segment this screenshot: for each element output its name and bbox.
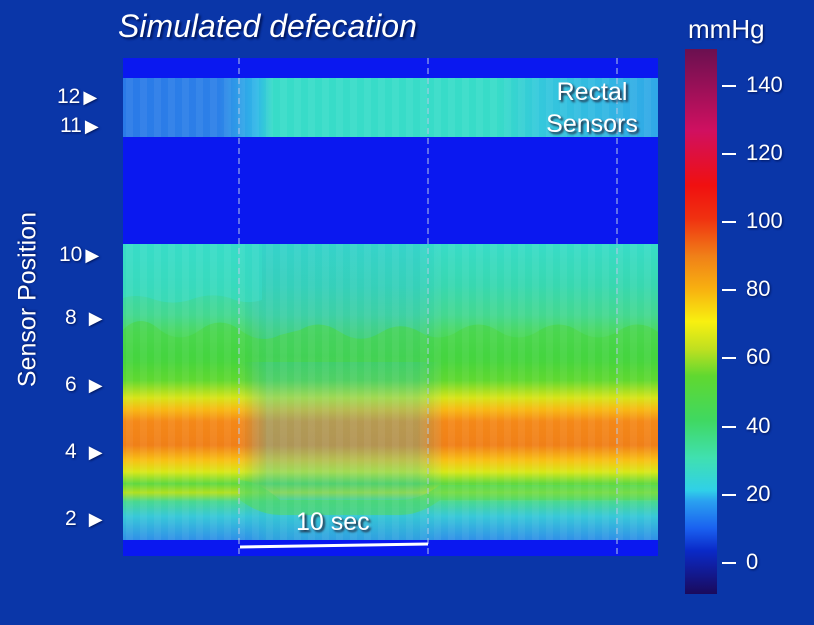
scale-bar-label: 10 sec — [296, 508, 370, 536]
colorbar-tick-label: 140 — [746, 72, 783, 97]
tick-dash — [722, 494, 736, 497]
tick-dash — [722, 562, 736, 565]
pointer-arrow-icon: ▶ — [85, 245, 100, 265]
sensor-tick-4-label: 4 — [65, 440, 77, 463]
scale-bar — [239, 542, 429, 549]
rectal-line-1: Rectal — [556, 78, 628, 106]
sensor-tick-6-label: 6 — [65, 373, 77, 396]
sensor-tick-6: 6 ▶ — [65, 373, 103, 397]
colorbar-tick-label: 40 — [746, 413, 771, 438]
pointer-arrow-icon: ▶ — [88, 375, 103, 395]
sensor-tick-12-label: 12 — [57, 85, 81, 108]
anal-band-texture — [123, 244, 658, 540]
rectal-band-texture — [123, 78, 658, 137]
rectal-line-2: Sensors — [546, 110, 638, 138]
sensor-tick-8: 8 ▶ — [65, 306, 103, 330]
pointer-arrow-icon: ▶ — [83, 87, 98, 107]
colorbar-tick-label: 80 — [746, 276, 771, 301]
colorbar-tick-label: 100 — [746, 208, 783, 233]
colorbar-tick-80: 80 — [722, 276, 770, 302]
sensor-tick-10: 10 ▶ — [59, 243, 99, 267]
tick-dash — [722, 221, 736, 224]
tick-dash — [722, 85, 736, 88]
colorbar-tick-40: 40 — [722, 413, 770, 439]
tick-dash — [722, 357, 736, 360]
pointer-arrow-icon: ▶ — [84, 116, 99, 136]
colorbar-tick-60: 60 — [722, 344, 770, 370]
pointer-arrow-icon: ▶ — [88, 509, 103, 529]
colorbar-tick-0: 0 — [722, 549, 758, 575]
pointer-arrow-icon: ▶ — [88, 442, 103, 462]
tick-dash — [722, 426, 736, 429]
pointer-arrow-icon: ▶ — [88, 308, 103, 328]
sensor-tick-2: 2 ▶ — [65, 507, 103, 531]
chart-title: Simulated defecation — [118, 8, 417, 44]
sensor-tick-11: 11 ▶ — [60, 114, 99, 138]
sensor-tick-8-label: 8 — [65, 306, 77, 329]
sensor-tick-10-label: 10 — [59, 243, 83, 266]
colorbar-tick-label: 60 — [746, 344, 771, 369]
colorbar-units: mmHg — [688, 14, 765, 44]
tick-dash — [722, 153, 736, 156]
colorbar-tick-label: 20 — [746, 481, 771, 506]
tick-dash — [722, 289, 736, 292]
sensor-tick-2-label: 2 — [65, 507, 77, 530]
colorbar-tick-140: 140 — [722, 72, 783, 98]
rectal-sensors-annotation: Rectal Sensors — [530, 76, 654, 140]
sensor-tick-12: 12 ▶ — [57, 85, 97, 109]
colorbar — [685, 49, 717, 594]
colorbar-tick-100: 100 — [722, 208, 783, 234]
colorbar-tick-label: 120 — [746, 140, 783, 165]
sensor-tick-11-label: 11 — [60, 114, 82, 137]
colorbar-tick-120: 120 — [722, 140, 783, 166]
colorbar-tick-20: 20 — [722, 481, 770, 507]
colorbar-tick-label: 0 — [746, 549, 759, 574]
sensor-tick-4: 4 ▶ — [65, 440, 103, 464]
